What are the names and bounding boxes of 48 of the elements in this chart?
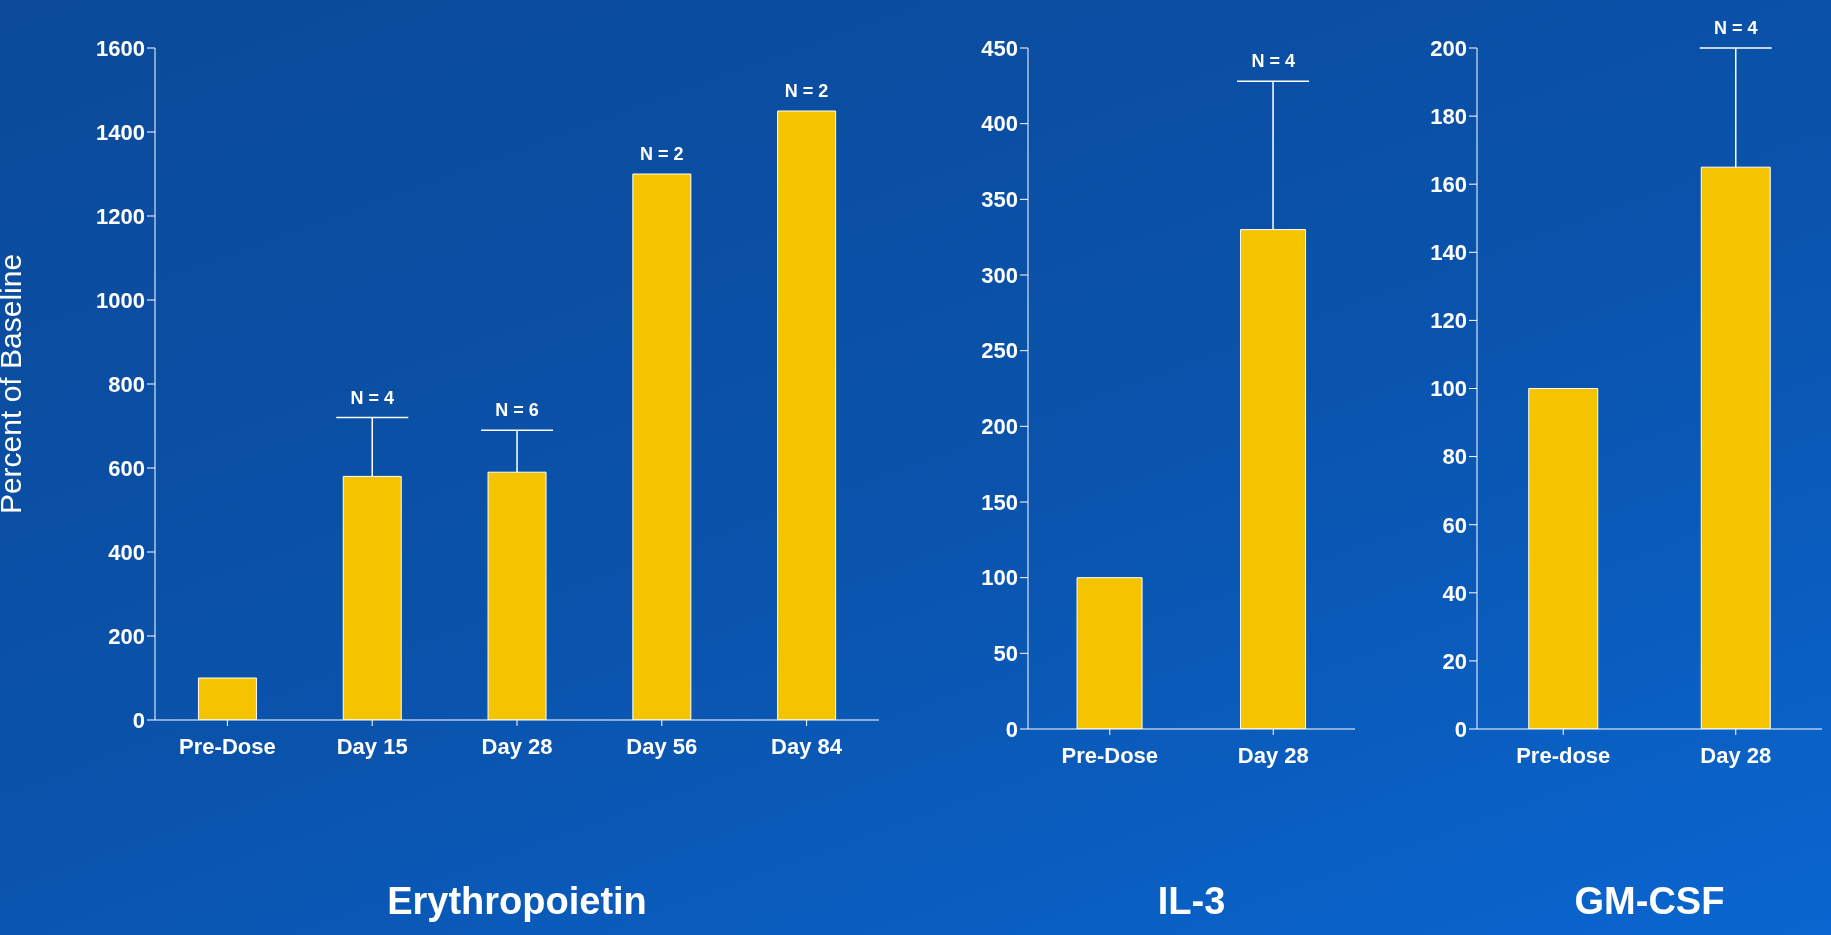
y-tick-label: 1200 <box>96 203 145 229</box>
y-tick-label: 20 <box>1442 648 1467 674</box>
y-tick-label: 100 <box>1430 376 1467 402</box>
y-tick-label: 400 <box>981 111 1018 137</box>
annotation: N = 6 <box>495 400 539 421</box>
y-tick-label: 80 <box>1442 444 1467 470</box>
x-tick-label: Day 56 <box>626 733 698 759</box>
annotation: N = 4 <box>350 387 394 408</box>
x-tick-label: Day 28 <box>1700 742 1772 768</box>
y-tick-label: 160 <box>1430 172 1467 198</box>
x-tick-label: Pre-dose <box>1516 742 1611 768</box>
y-tick-label: 300 <box>981 262 1018 288</box>
x-tick-label: Pre-Dose <box>179 733 276 759</box>
annotation: N = 2 <box>784 81 829 101</box>
text: Erythropoietin <box>386 880 648 923</box>
text: IL-3 <box>1156 880 1227 923</box>
y-tick-label: 60 <box>1442 512 1467 538</box>
y-tick-label: 1000 <box>96 287 145 313</box>
y-tick-label: 0 <box>1454 716 1467 742</box>
y-tick-label: 250 <box>981 338 1018 364</box>
x-tick-label: Day 28 <box>481 733 553 759</box>
x-tick-label: Day 28 <box>1237 742 1309 768</box>
y-tick-label: 180 <box>1430 103 1467 129</box>
annotation: N = 4 <box>1713 18 1758 38</box>
y-tick-label: 200 <box>981 414 1018 440</box>
y-tick-label: 150 <box>981 489 1018 515</box>
y-tick-label: 600 <box>108 455 145 481</box>
y-tick-label: 0 <box>1005 716 1018 742</box>
text: GM-CSF <box>1573 880 1726 923</box>
y-tick-label: 350 <box>981 187 1018 213</box>
y-tick-label: 140 <box>1430 240 1467 266</box>
y-tick-label: 450 <box>981 35 1018 61</box>
y-tick-label: 400 <box>108 539 145 565</box>
y-tick-label: 120 <box>1430 308 1467 334</box>
y-tick-label: 100 <box>981 565 1018 591</box>
x-tick-label: Day 15 <box>336 733 408 759</box>
y-tick-label: 40 <box>1442 580 1467 606</box>
y-tick-label: 50 <box>993 641 1018 667</box>
y-tick-label: 200 <box>1430 35 1467 61</box>
y-tick-label: 0 <box>132 707 145 733</box>
x-tick-label: Day 84 <box>771 733 843 759</box>
y-tick-label: 200 <box>108 623 145 649</box>
annotation: N = 2 <box>640 144 684 164</box>
annotation: N = 4 <box>1251 51 1296 72</box>
y-tick-label: 800 <box>108 371 145 397</box>
y-tick-label: 1600 <box>96 35 145 61</box>
x-tick-label: Pre-Dose <box>1061 742 1159 768</box>
y-tick-label: 1400 <box>96 119 145 145</box>
